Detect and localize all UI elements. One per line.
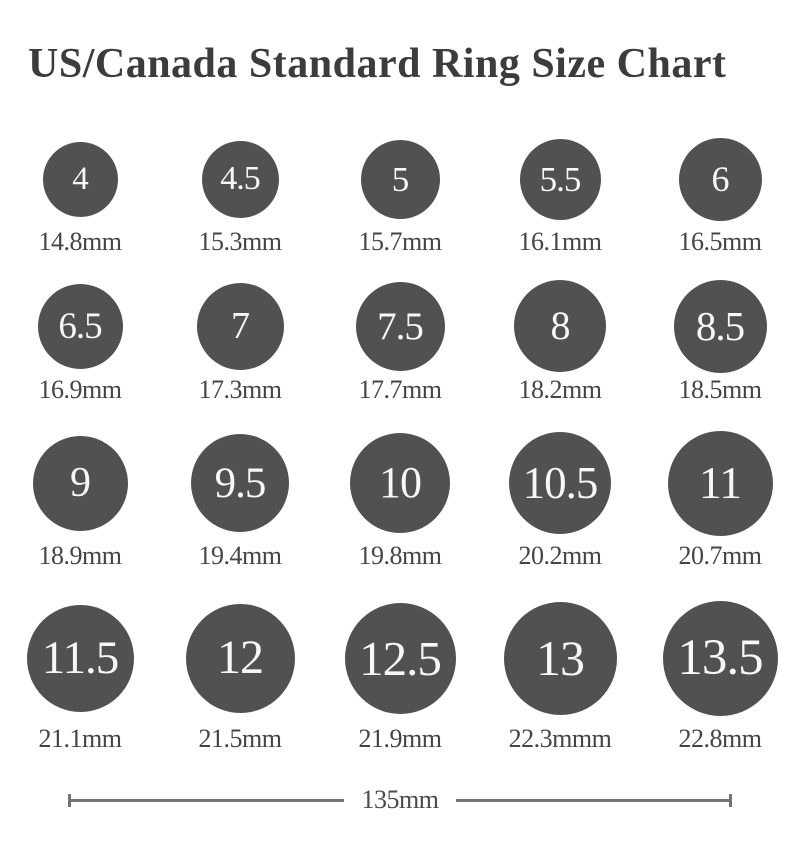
diameter-label: 17.7mm [358,375,442,404]
ring-size-cell: 11.5 21.1mm [0,600,160,754]
ring-size-number: 6 [711,159,730,199]
ring-size-cell: 13 22.3mmm [480,600,640,754]
ring-size-cell: 4.5 15.3mm [160,134,320,257]
scale-bar-left-cap [68,793,71,807]
ring-size-number: 11 [698,457,742,508]
ring-size-circle: 7 [196,282,284,370]
scale-bar-right-cap [729,793,733,807]
ring-size-number: 4 [72,160,88,197]
ring-size-circle: 6.5 [37,283,123,369]
scale-bar: 135mm [68,787,733,813]
ring-size-cell: 5.5 16.1mm [480,134,640,257]
ring-size-number: 7 [231,305,250,347]
diameter-label: 15.3mm [198,227,282,256]
ring-size-circle: 13 [503,601,617,715]
ring-size-circle: 4 [42,141,118,217]
ring-row-3: 9 18.9mm 9.5 19.4mm 10 19.8mm 10.5 20.2m… [0,428,800,571]
ring-size-number: 9 [70,460,91,506]
diameter-label: 16.1mm [518,227,602,256]
ring-size-cell: 10.5 20.2mm [480,428,640,571]
ring-size-cell: 9.5 19.4mm [160,428,320,571]
diameter-label: 17.3mm [198,375,282,404]
ring-size-circle: 8 [514,280,606,372]
diameter-label: 19.8mm [358,541,442,570]
ring-size-circle: 10.5 [509,432,611,534]
ring-size-circle: 9 [32,435,128,531]
diameter-label: 18.5mm [678,375,762,404]
ring-size-cell: 6 16.5mm [640,134,800,257]
ring-size-cell: 7 17.3mm [160,280,320,405]
ring-size-number: 11.5 [41,631,120,684]
diameter-label: 21.5mm [198,724,282,753]
diameter-label: 21.1mm [38,724,122,753]
diameter-label: 20.2mm [518,541,602,570]
ring-size-number: 8.5 [695,302,745,349]
ring-size-cell: 12 21.5mm [160,600,320,754]
ring-size-number: 7.5 [377,304,424,348]
ring-size-circle: 10 [350,433,450,533]
ring-size-number: 10.5 [522,457,599,508]
ring-size-cell: 10 19.8mm [320,428,480,571]
ring-size-cell: 8 18.2mm [480,280,640,405]
diameter-label: 18.2mm [518,375,602,404]
ring-size-number: 10 [379,458,422,507]
ring-size-circle: 12.5 [344,602,456,714]
ring-size-cell: 5 15.7mm [320,134,480,257]
ring-size-cell: 9 18.9mm [0,428,160,571]
ring-size-cell: 12.5 21.9mm [320,600,480,754]
ring-size-circle: 6 [678,137,762,221]
ring-size-number: 13 [536,630,585,686]
diameter-label: 19.4mm [198,541,282,570]
diameter-label: 16.9mm [38,375,122,404]
scale-bar-right-line [456,798,730,802]
ring-size-circle: 4.5 [201,140,279,218]
ring-size-circle: 12 [185,603,295,713]
ring-size-circle: 11.5 [26,604,134,712]
ring-size-circle: 5.5 [519,138,601,220]
ring-size-circle: 5 [360,139,440,219]
diameter-label: 22.8mm [678,724,762,753]
scale-bar-left-line [71,798,344,802]
ring-size-circle: 9.5 [191,434,289,532]
ring-size-number: 9.5 [214,459,267,507]
diameter-label: 14.8mm [38,227,122,256]
ring-size-cell: 11 20.7mm [640,428,800,571]
ring-size-circle: 8.5 [673,279,767,373]
ring-size-circle: 13.5 [662,600,778,716]
ring-size-circle: 7.5 [355,281,445,371]
ring-size-number: 5 [391,159,409,199]
ring-size-number: 5.5 [539,159,582,199]
ring-size-number: 12 [217,631,264,684]
diameter-label: 18.9mm [38,541,122,570]
ring-row-2: 6.5 16.9mm 7 17.3mm 7.5 17.7mm 8 18.2mm … [0,279,800,405]
ring-size-number: 12.5 [359,630,442,686]
ring-row-4: 11.5 21.1mm 12 21.5mm 12.5 21.9mm 13 22.… [0,600,800,754]
ring-size-cell: 6.5 16.9mm [0,280,160,405]
ring-size-cell: 13.5 22.8mm [640,600,800,754]
ring-size-number: 8 [550,303,571,348]
ring-size-cell: 8.5 18.5mm [640,279,800,405]
diameter-label: 21.9mm [358,724,442,753]
diameter-label: 16.5mm [678,227,762,256]
diameter-label: 20.7mm [678,541,762,570]
ring-size-number: 6.5 [58,305,102,347]
ring-size-circle: 11 [667,430,773,536]
diameter-label: 15.7mm [358,227,442,256]
ring-size-number: 13.5 [677,629,763,686]
diameter-label: 22.3mmm [508,724,612,753]
page-title: US/Canada Standard Ring Size Chart [28,41,727,87]
scale-bar-label: 135mm [361,785,439,814]
ring-row-1: 4 14.8mm 4.5 15.3mm 5 15.7mm 5.5 16.1mm … [0,134,800,257]
ring-size-cell: 4 14.8mm [0,134,160,257]
ring-size-number: 4.5 [220,160,260,197]
ring-size-cell: 7.5 17.7mm [320,280,480,405]
